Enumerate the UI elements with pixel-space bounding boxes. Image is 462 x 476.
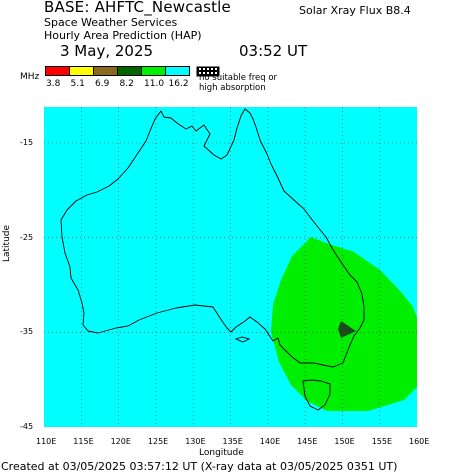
scale-swatch (117, 66, 142, 76)
longitude-tick-label: 155E (371, 437, 393, 446)
longitude-tick-label: 130E (185, 437, 206, 446)
service-name: Space Weather Services (44, 16, 178, 29)
coastline-tasmania (302, 379, 331, 411)
xray-flux: Solar Xray Flux B8.4 (299, 4, 411, 17)
scale-swatch (165, 66, 190, 76)
coastline-australia (60, 108, 365, 368)
latitude-tick-label: -45 (20, 422, 34, 432)
kangaroo-island (234, 336, 251, 343)
longitude-tick-label: 135E (222, 437, 243, 446)
longitude-axis-title: Longitude (199, 448, 244, 458)
longitude-tick-label: 125E (147, 437, 169, 446)
latitude-tick-label: -35 (20, 327, 34, 337)
forecast-time: 03:52 UT (239, 42, 308, 60)
scale-swatch (93, 66, 118, 76)
longitude-tick-label: 120E (110, 437, 131, 446)
latitude-tick-label: -25 (20, 232, 34, 242)
scale-value: 5.1 (70, 79, 85, 89)
transmitter-marker (338, 321, 356, 338)
product-name: Hourly Area Prediction (HAP) (44, 29, 202, 42)
scale-value: 6.9 (95, 79, 110, 89)
note-line-1: no suitable freq or (199, 73, 278, 83)
scale-value: 16.2 (168, 79, 189, 89)
latitude-tick-label: -15 (20, 138, 34, 147)
note-line-2: high absorption (199, 83, 266, 93)
longitude-tick-label: 140E (259, 437, 281, 446)
longitude-tick-label: 110E (36, 437, 57, 446)
forecast-date: 3 May, 2025 (60, 42, 154, 60)
no-frequency-note: no suitable freq or high absorption (199, 73, 277, 93)
longitude-tick-label: 145E (297, 437, 318, 446)
scale-swatch (69, 66, 94, 76)
scale-value: 8.2 (119, 79, 134, 89)
scale-value: 11.0 (144, 79, 165, 89)
scale-value: 3.8 (46, 79, 61, 89)
base-title: BASE: AHFTC_Newcastle (44, 0, 231, 16)
frequency-unit: MHz (20, 72, 40, 82)
frequency-color-scale (45, 66, 190, 76)
created-timestamp: Created at 03/05/2025 03:57:12 UT (X-ray… (1, 460, 398, 473)
no-frequency-pattern-icon (196, 66, 220, 77)
longitude-tick-label: 115E (73, 437, 94, 446)
propagation-map (44, 107, 417, 427)
scale-swatch (45, 66, 70, 76)
longitude-tick-label: 160E (409, 437, 430, 446)
longitude-tick-label: 150E (334, 437, 355, 446)
map-grid (44, 107, 417, 427)
frequency-scale-values: 3.8 5.1 6.9 8.2 11.0 16.2 (45, 79, 205, 91)
scale-swatch (141, 66, 166, 76)
latitude-axis-title: Latitude (2, 224, 12, 262)
